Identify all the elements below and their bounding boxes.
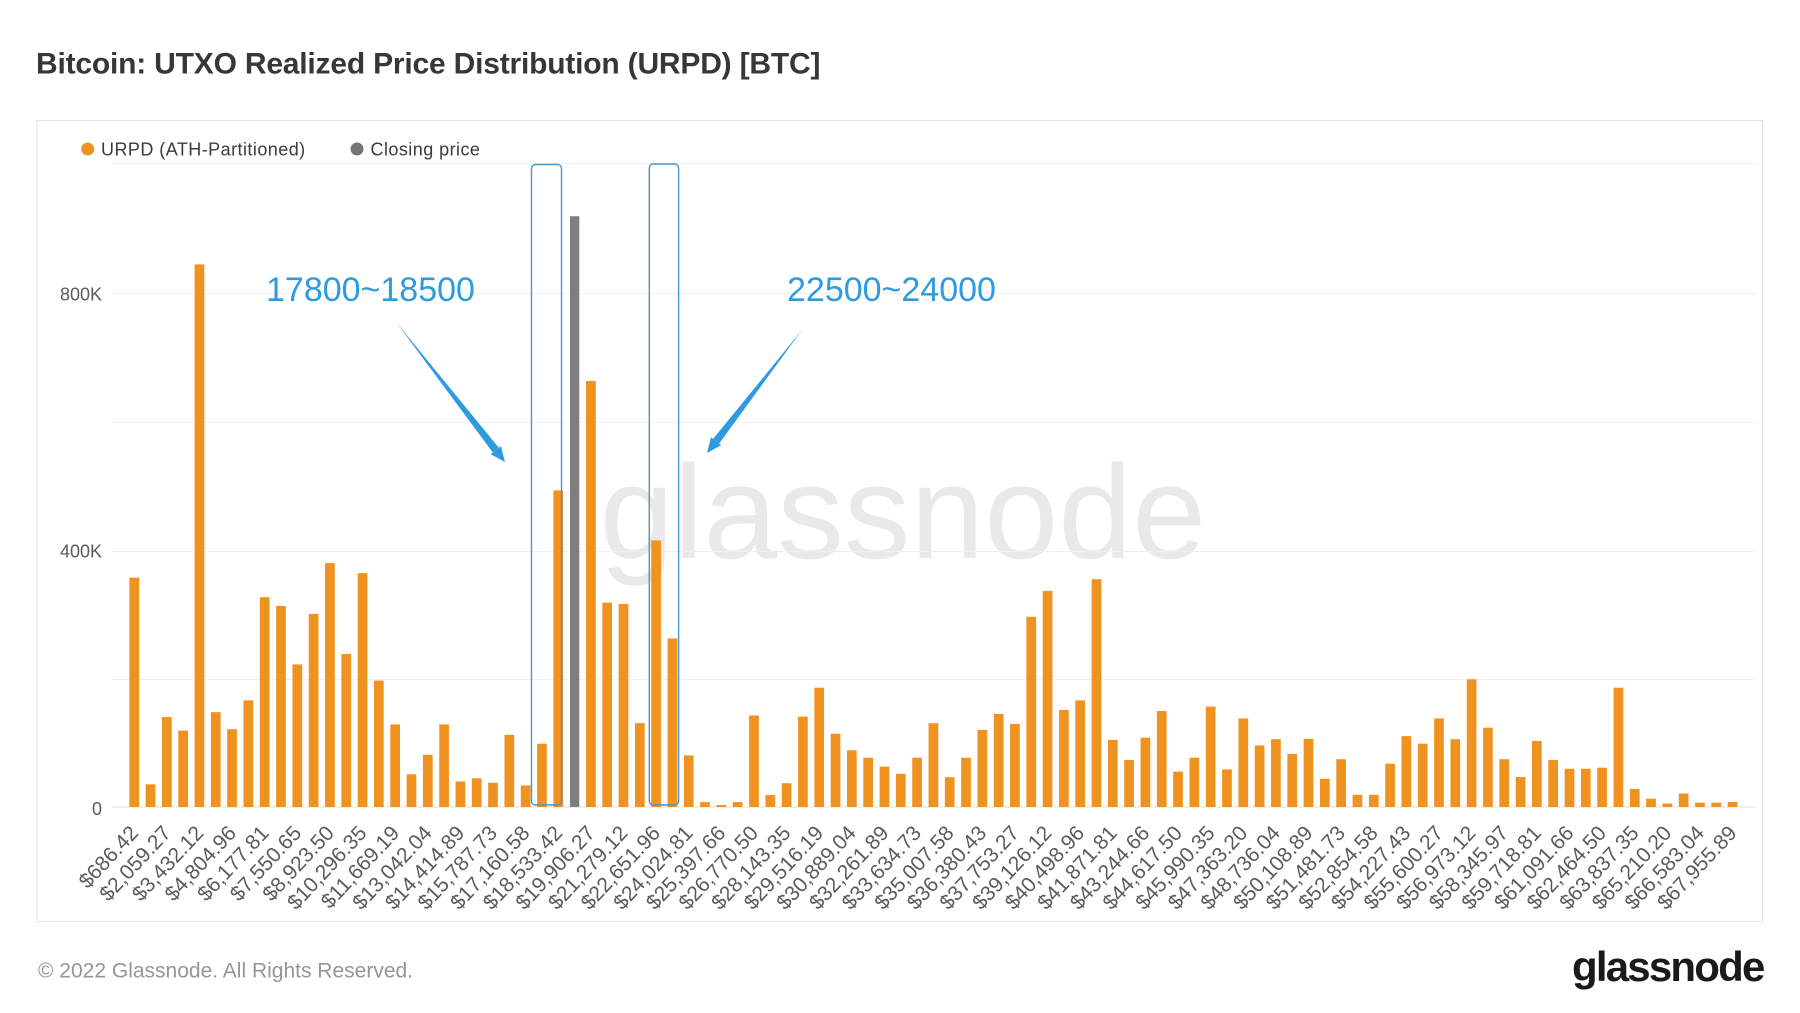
- svg-text:© 2022 Glassnode. All Rights R: © 2022 Glassnode. All Rights Reserved.: [38, 960, 413, 983]
- svg-text:0: 0: [92, 799, 102, 819]
- svg-text:Bitcoin: UTXO Realized Price D: Bitcoin: UTXO Realized Price Distributio…: [36, 48, 820, 81]
- svg-text:400K: 400K: [60, 542, 102, 562]
- svg-text:glassnode: glassnode: [1572, 943, 1764, 990]
- svg-text:800K: 800K: [60, 285, 102, 305]
- svg-text:URPD (ATH-Partitioned): URPD (ATH-Partitioned): [101, 140, 306, 160]
- svg-text:glassnode: glassnode: [600, 439, 1206, 587]
- svg-text:17800~18500: 17800~18500: [266, 271, 475, 309]
- svg-text:22500~24000: 22500~24000: [787, 271, 996, 309]
- svg-text:Closing price: Closing price: [371, 140, 481, 160]
